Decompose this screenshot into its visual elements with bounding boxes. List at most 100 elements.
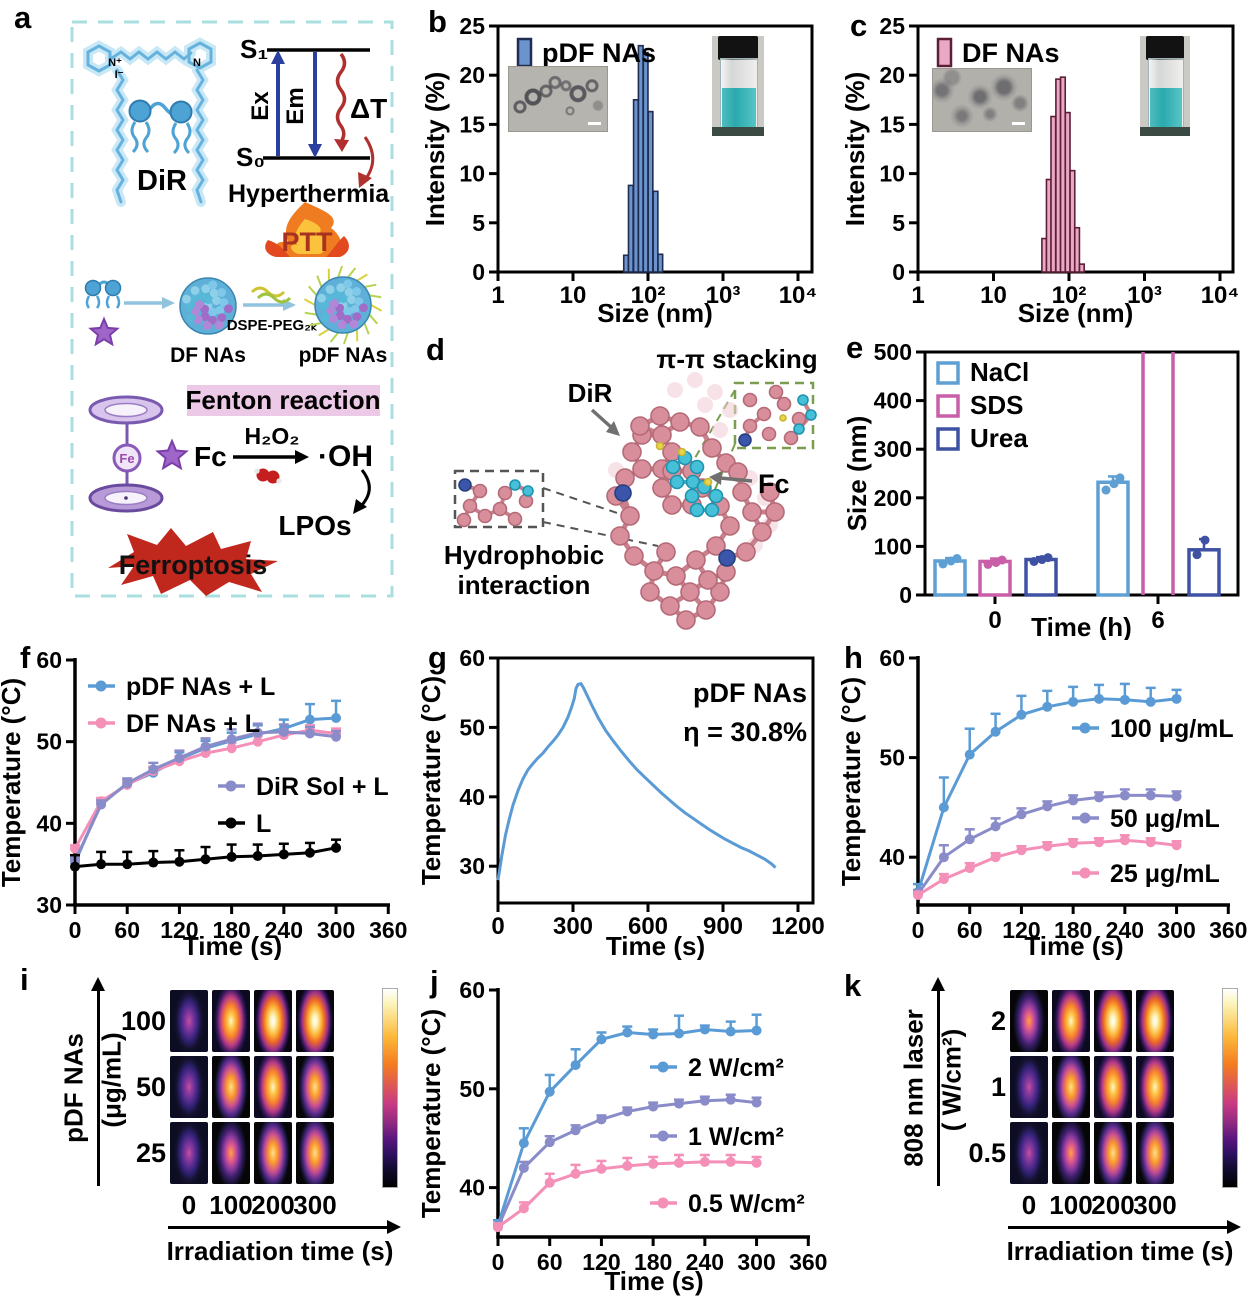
panel-f: f 0 60 120 180 240 300 360 30 40 50 60 Time (s) Temp… [0,640,420,960]
svg-text:40: 40 [879,844,905,870]
row-label: 2 [990,1006,1006,1036]
svg-text:Temperature (°C): Temperature (°C) [420,676,446,885]
panel-a-dashed-border [70,20,394,598]
svg-text:60: 60 [114,917,140,943]
fc-label: Fc [758,469,790,499]
hyperthermia-curved-arrow [358,136,375,188]
tem-image-df-nas [932,68,1032,132]
svg-text:pDF NAs: pDF NAs [693,678,807,708]
svg-text:5: 5 [892,210,905,236]
flame-icon [265,202,349,257]
thermal-image-k-row1-col3 [1136,1056,1174,1118]
col-label: 300 [293,1190,337,1220]
pdf-nas-sphere [303,265,383,345]
svg-text:10: 10 [879,161,905,187]
svg-text:180: 180 [634,1249,672,1275]
svg-text:30: 30 [459,853,485,879]
em-label: Em [282,87,309,124]
oh-to-lpos-arrow [353,469,371,514]
svg-text:40: 40 [36,810,62,836]
svg-text:300: 300 [737,1249,775,1275]
col-label: 100 [1049,1190,1093,1220]
svg-text:360: 360 [789,1249,827,1275]
svg-text:1: 1 [911,282,924,309]
thermal-i-axis-label-1: pDF NAs [58,1033,89,1143]
svg-text:50: 50 [36,729,62,755]
pdf-nas-label: pDF NAs [299,344,388,367]
hydrophobic-label-line2: interaction [458,570,591,600]
inset-connector-gray-1 [542,487,633,519]
thermal-image-k-row0-col2 [1094,990,1132,1052]
oxygen-molecule-icon [254,468,282,484]
chart-g-photothermal-efficiency: 0 300 600 900 1200 30 40 50 60 Time (s) Temperatur… [420,645,825,960]
svg-text:20: 20 [459,62,485,88]
svg-text:50 μg/mL: 50 μg/mL [1110,805,1220,833]
svg-text:120: 120 [1002,917,1040,943]
svg-text:NaCl: NaCl [970,357,1029,387]
dir-cartoon-icon [128,99,193,155]
fc-pointer-arrow [709,471,753,485]
thermal-image-i-row2-col3 [296,1122,334,1184]
panel-h: h 0 60 120 180 240 300 360 40 50 60 Time (s) Temper… [840,640,1252,960]
col-label: 200 [1091,1190,1135,1220]
thermal-colorbar [382,988,398,1188]
panel-letter-a: a [14,0,32,35]
dir-n-label: N [193,57,201,69]
vial-liquid [1149,87,1183,133]
svg-text:60: 60 [459,977,485,1003]
svg-text:15: 15 [459,111,485,137]
panel-letter-d: d [426,332,445,367]
thermal-image-i-row2-col2 [254,1122,292,1184]
vial-glass [1148,58,1184,134]
fc-label: Fc [194,441,227,472]
svg-text:Intensity (%): Intensity (%) [420,72,450,227]
thermal-image-k-row1-col2 [1094,1056,1132,1118]
svg-text:10³: 10³ [706,282,741,309]
assembly-arrow-1 [124,297,175,309]
svg-text:0: 0 [472,259,485,285]
svg-text:40: 40 [459,784,485,810]
panel-i: i pDF NAs (μg/mL) 100 50 25 0 100 200 30… [0,960,420,1301]
thermal-image-k-row1-col1 [1052,1056,1090,1118]
svg-text:10²: 10² [1052,282,1087,309]
concentration-axis-arrow [91,977,105,1186]
thermal-image-i-row1-col0 [170,1056,208,1118]
svg-text:0: 0 [69,917,82,943]
ferrocene-icon: Fe [88,395,164,513]
thermal-image-i-row0-col3 [296,990,334,1052]
chart-b-size-distribution: 1 10 10² 10³ 10⁴ 0 5 10 15 20 25 Size (nm) Intensity… [420,13,817,328]
svg-text:10: 10 [459,161,485,187]
row-label: 25 [135,1138,166,1168]
col-label: 0 [181,1190,197,1220]
svg-text:360: 360 [369,917,407,943]
row-label: 1 [990,1072,1006,1102]
svg-text:0.5 W/cm²: 0.5 W/cm² [688,1190,805,1218]
col-label: 100 [209,1190,253,1220]
col-label: 300 [1133,1190,1177,1220]
row-label: 100 [120,1006,166,1036]
svg-text:Temperature (°C): Temperature (°C) [420,1009,446,1218]
delta-t-label: ΔT [350,93,387,124]
svg-text:600: 600 [628,913,668,940]
power-axis-arrow [931,977,945,1186]
svg-text:300: 300 [1157,917,1195,943]
df-nas-label: DF NAs [170,344,246,367]
svg-text:120: 120 [582,1249,620,1275]
svg-text:Fe: Fe [119,451,134,466]
irradiation-time-axis-arrow [1008,1220,1241,1234]
svg-text:15: 15 [879,111,905,137]
svg-text:300: 300 [317,917,355,943]
svg-text:Temperature (°C): Temperature (°C) [840,677,866,886]
delta-t-wavy-arrow [334,52,349,152]
svg-text:50: 50 [459,714,485,740]
svg-text:50: 50 [879,745,905,771]
pi-pi-stacking-label: π-π stacking [656,344,817,374]
vial-liquid [722,87,756,133]
row-label: 0.5 [968,1138,1006,1168]
svg-text:30: 30 [36,892,62,918]
emission-arrow [308,52,322,158]
irradiation-time-axis-arrow [168,1220,401,1234]
svg-text:Time (s): Time (s) [183,931,282,960]
svg-text:200: 200 [874,485,912,511]
panel-e: e 0 100 200 300 400 500 Time (h) Size (nm) 0 6 NaC… [840,330,1252,640]
